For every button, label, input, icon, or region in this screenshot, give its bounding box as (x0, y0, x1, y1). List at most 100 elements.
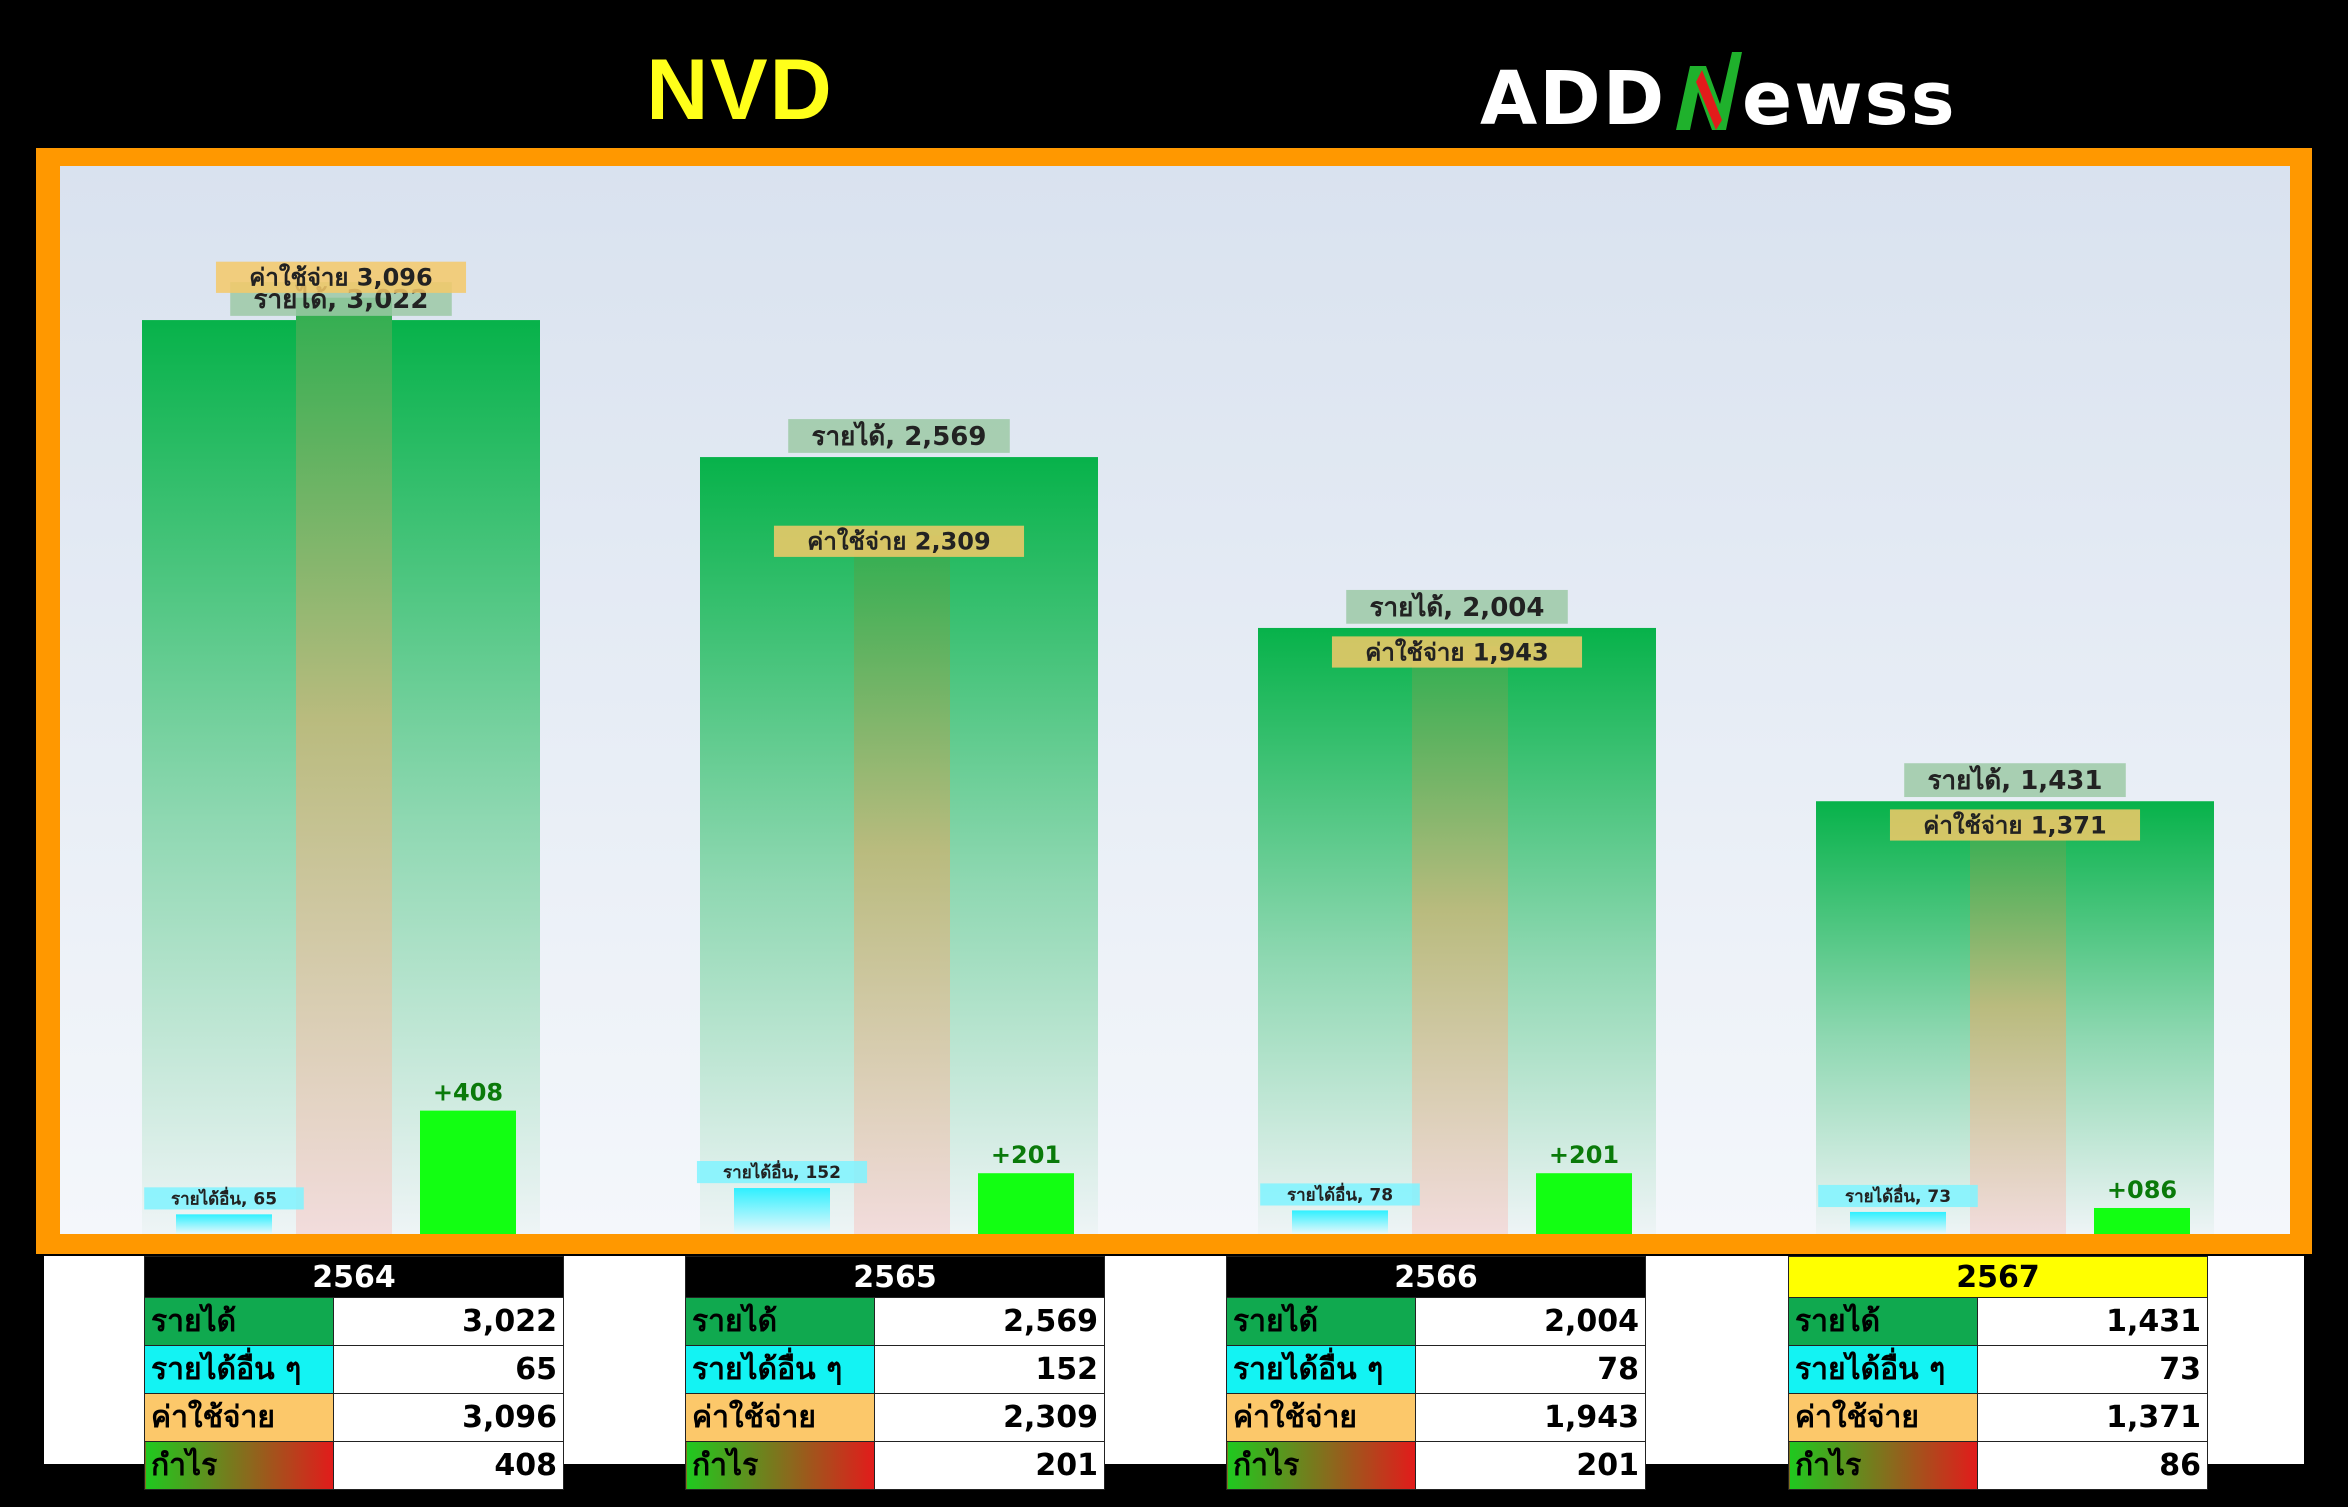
label-expense-2564: ค่าใช้จ่าย 3,096 (249, 263, 432, 292)
bar-other-income-2567 (1850, 1211, 1946, 1234)
row-value-other-income: 73 (1977, 1345, 2208, 1394)
year-table-2564: 2564 รายได้ 3,022 รายได้อื่น ๆ 65 ค่าใช้จ่… (144, 1256, 564, 1490)
table-year-header: 2565 (685, 1256, 1105, 1298)
year-table-2565: 2565 รายได้ 2,569 รายได้อื่น ๆ 152 ค่าใช้จ… (685, 1256, 1105, 1490)
bar-profit-2564 (420, 1110, 516, 1234)
row-label-other-income: รายได้อื่น ๆ (1226, 1345, 1416, 1394)
row-value-profit: 86 (1977, 1441, 2208, 1490)
label-other-income-2564-group: รายได้อื่น, 65 (144, 1186, 304, 1210)
row-label-revenue: รายได้ (685, 1297, 875, 1346)
row-value-revenue: 1,431 (1977, 1297, 2208, 1346)
brand-logo: ADD ewss (1480, 52, 1957, 142)
label-revenue-2565: รายได้, 2,569 (812, 420, 987, 452)
row-label-expense: ค่าใช้จ่าย (144, 1393, 334, 1442)
bar-other-income-2565 (734, 1188, 830, 1234)
label-other-income-2567: รายได้อื่น, 73 (1845, 1184, 1951, 1207)
label-revenue-2565-bg (788, 419, 1010, 453)
row-value-expense: 3,096 (333, 1393, 564, 1442)
row-value-revenue: 2,004 (1415, 1297, 1646, 1346)
label-revenue-2567-group: รายได้, 1,431 (1904, 763, 2126, 798)
bar-expense-2565 (854, 535, 950, 1234)
label-profit-2565: +201 (991, 1141, 1061, 1169)
label-expense-2567-group: ค่าใช้จ่าย 1,371 (1889, 809, 2141, 841)
row-label-expense: ค่าใช้จ่าย (1788, 1393, 1978, 1442)
label-other-income-2567-group: รายได้อื่น, 73 (1818, 1184, 1978, 1208)
label-expense-2566-bg (1331, 636, 1583, 668)
label-expense-2567: ค่าใช้จ่าย 1,371 (1923, 810, 2106, 839)
label-revenue-2565-group: รายได้, 2,569 (788, 419, 1010, 453)
label-profit-2565-group: +201 (991, 1141, 1061, 1169)
label-expense-2564-bg (215, 261, 467, 293)
bar-profit-2567 (2094, 1207, 2190, 1234)
label-revenue-2566-group: รายได้, 2,004 (1346, 589, 1568, 624)
summary-tables: 2564 รายได้ 3,022 รายได้อื่น ๆ 65 ค่าใช้จ่… (44, 1256, 2304, 1490)
label-other-income-2564: รายได้อื่น, 65 (171, 1186, 277, 1209)
row-label-revenue: รายได้ (1788, 1297, 1978, 1346)
row-label-revenue: รายได้ (1226, 1297, 1416, 1346)
row-value-expense: 1,943 (1415, 1393, 1646, 1442)
chart-frame: รายได้, 3,022 ค่าใช้จ่าย 3,096 รายได้อื่น,… (36, 148, 2312, 1254)
row-label-expense: ค่าใช้จ่าย (685, 1393, 875, 1442)
label-profit-2564: +408 (433, 1079, 503, 1107)
table-year-header: 2566 (1226, 1256, 1646, 1298)
year-table-2566: 2566 รายได้ 2,004 รายได้อื่น ๆ 78 ค่าใช้จ่… (1226, 1256, 1646, 1490)
row-label-profit: กำไร (685, 1441, 875, 1490)
label-expense-2565-group: ค่าใช้จ่าย 2,309 (773, 525, 1025, 557)
label-profit-2566: +201 (1549, 1141, 1619, 1169)
label-expense-2565-bg (773, 525, 1025, 557)
label-other-income-2565-bg (696, 1161, 868, 1184)
label-profit-2567: +086 (2107, 1176, 2177, 1204)
bar-profit-2565 (978, 1173, 1074, 1234)
bar-expense-2566 (1412, 646, 1508, 1234)
table-year-header: 2564 (144, 1256, 564, 1298)
chart-plot-area: รายได้, 3,022 ค่าใช้จ่าย 3,096 รายได้อื่น,… (60, 166, 2290, 1234)
label-revenue-2567-bg (1904, 763, 2126, 798)
label-revenue-2566: รายได้, 2,004 (1370, 591, 1545, 623)
label-expense-2566: ค่าใช้จ่าย 1,943 (1365, 637, 1548, 666)
year-table-2567: 2567 รายได้ 1,431 รายได้อื่น ๆ 73 ค่าใช้จ่… (1788, 1256, 2208, 1490)
row-label-revenue: รายได้ (144, 1297, 334, 1346)
row-value-revenue: 2,569 (874, 1297, 1105, 1346)
brand-logo-text-right: ewss (1742, 56, 1957, 142)
row-label-profit: กำไร (144, 1441, 334, 1490)
row-value-other-income: 65 (333, 1345, 564, 1394)
label-expense-2565: ค่าใช้จ่าย 2,309 (807, 527, 990, 556)
label-other-income-2566: รายได้อื่น, 78 (1287, 1182, 1393, 1205)
ticker-title: NVD (646, 42, 834, 138)
row-value-other-income: 152 (874, 1345, 1105, 1394)
label-expense-2567-bg (1889, 809, 2141, 841)
brand-logo-text-left: ADD (1480, 56, 1666, 142)
row-value-expense: 1,371 (1977, 1393, 2208, 1442)
row-label-other-income: รายได้อื่น ๆ (1788, 1345, 1978, 1394)
row-value-profit: 408 (333, 1441, 564, 1490)
table-year-header: 2567 (1788, 1256, 2208, 1298)
row-label-other-income: รายได้อื่น ๆ (144, 1345, 334, 1394)
bar-expense-2564 (296, 297, 392, 1234)
label-other-income-2566-group: รายได้อื่น, 78 (1260, 1182, 1420, 1206)
label-revenue-2567: รายได้, 1,431 (1928, 764, 2103, 796)
row-value-profit: 201 (1415, 1441, 1646, 1490)
bar-other-income-2566 (1292, 1210, 1388, 1234)
bar-expense-2567 (1970, 819, 2066, 1234)
row-label-profit: กำไร (1226, 1441, 1416, 1490)
label-other-income-2567-bg (1818, 1184, 1978, 1208)
row-value-expense: 2,309 (874, 1393, 1105, 1442)
bar-profit-2566 (1536, 1173, 1632, 1234)
label-other-income-2564-bg (144, 1187, 304, 1210)
row-value-other-income: 78 (1415, 1345, 1646, 1394)
bar-other-income-2564 (176, 1214, 272, 1234)
row-label-profit: กำไร (1788, 1441, 1978, 1490)
label-revenue-2566-bg (1346, 589, 1568, 624)
row-label-other-income: รายได้อื่น ๆ (685, 1345, 875, 1394)
label-profit-2567-group: +086 (2107, 1176, 2177, 1204)
label-other-income-2565: รายได้อื่น, 152 (723, 1160, 841, 1183)
label-other-income-2565-group: รายได้อื่น, 152 (696, 1160, 868, 1184)
brand-logo-n-accent (1696, 70, 1722, 130)
row-value-profit: 201 (874, 1441, 1105, 1490)
label-expense-2564-group: ค่าใช้จ่าย 3,096 (215, 261, 467, 293)
row-label-expense: ค่าใช้จ่าย (1226, 1393, 1416, 1442)
row-value-revenue: 3,022 (333, 1297, 564, 1346)
label-other-income-2566-bg (1260, 1183, 1420, 1206)
label-profit-2566-group: +201 (1549, 1141, 1619, 1169)
